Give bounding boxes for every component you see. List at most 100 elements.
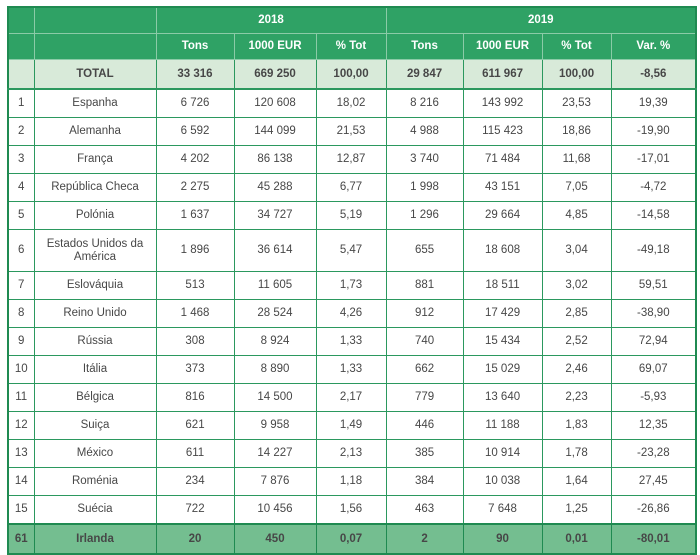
value-cell-pct-2018: 1,56 [315, 495, 387, 525]
table-row: 1 Espanha 6 726 120 608 18,02 8 216 143 992 23,… [7, 88, 697, 118]
value-cell-tons-2019: 3 740 [385, 145, 464, 174]
country-cell: Roménia [33, 467, 157, 496]
value-cell-pct-2018: 1,73 [315, 271, 387, 300]
value-cell-tons-2019: 662 [385, 355, 464, 384]
value-cell-pct-2019: 1,64 [541, 467, 612, 496]
value-cell-pct-2018: 2,13 [315, 439, 387, 468]
year-header-2018: 2018 [155, 6, 387, 34]
value-cell-eur-2018: 14 227 [233, 439, 317, 468]
value-cell-tons-2018: 6 726 [155, 88, 235, 118]
empty-header-cell [7, 6, 35, 34]
table-row: 15 Suécia 722 10 456 1,56 463 7 648 1,25 -26,86 [7, 495, 697, 525]
value-cell-pct-2018: 4,26 [315, 299, 387, 328]
value-cell-tons-2019: 1 296 [385, 201, 464, 230]
value-cell-pct-2018: 18,02 [315, 88, 387, 118]
value-cell-tons-2019: 8 216 [385, 88, 464, 118]
value-cell-var-pct: -26,86 [610, 495, 697, 525]
value-cell-tons-2018: 621 [155, 411, 235, 440]
value-cell-var-pct: 72,94 [610, 327, 697, 356]
highlight-row-irlanda: 61 Irlanda 20 450 0,07 2 90 0,01 -80,01 [7, 523, 697, 555]
country-cell: Itália [33, 355, 157, 384]
value-cell-tons-2019: 881 [385, 271, 464, 300]
country-cell: República Checa [33, 173, 157, 202]
empty-header-cell [7, 33, 35, 60]
value-cell-tons-2019: 4 988 [385, 117, 464, 146]
value-cell-pct-2019: 7,05 [541, 173, 612, 202]
value-cell-pct-2019: 1,25 [541, 495, 612, 525]
value-cell-eur-2018: 45 288 [233, 173, 317, 202]
rank-cell: 8 [7, 299, 35, 328]
value-cell-eur-2019: 611 967 [462, 59, 543, 90]
table-header: 2018 2019 Tons 1000 EUR% Tot Tons 1000 EUR% T… [7, 6, 697, 60]
value-cell-tons-2018: 2 275 [155, 173, 235, 202]
value-cell-eur-2018: 8 890 [233, 355, 317, 384]
value-cell-eur-2018: 36 614 [233, 229, 317, 272]
country-cell: Suiça [33, 411, 157, 440]
value-cell-tons-2018: 1 468 [155, 299, 235, 328]
value-cell-eur-2019: 71 484 [462, 145, 543, 174]
value-cell-tons-2018: 33 316 [155, 59, 235, 90]
total-row: TOTAL 33 316 669 250 100,00 29 847 611 967 100… [7, 59, 697, 90]
rank-cell: 13 [7, 439, 35, 468]
value-cell-eur-2019: 11 188 [462, 411, 543, 440]
country-cell: Estados Unidos da América [33, 229, 157, 272]
value-cell-eur-2018: 14 500 [233, 383, 317, 412]
rank-cell: 4 [7, 173, 35, 202]
value-cell-pct-2019: 18,86 [541, 117, 612, 146]
value-cell-var-pct: 27,45 [610, 467, 697, 496]
value-cell-eur-2019: 10 914 [462, 439, 543, 468]
rank-cell: 2 [7, 117, 35, 146]
rank-cell: 61 [7, 523, 35, 555]
column-header-tons: Tons [155, 33, 235, 60]
value-cell-tons-2018: 20 [155, 523, 235, 555]
value-cell-pct-2018: 21,53 [315, 117, 387, 146]
value-cell-pct-2019: 4,85 [541, 201, 612, 230]
value-cell-pct-2019: 2,23 [541, 383, 612, 412]
value-cell-tons-2018: 1 637 [155, 201, 235, 230]
value-cell-eur-2019: 43 151 [462, 173, 543, 202]
value-cell-tons-2019: 912 [385, 299, 464, 328]
rank-cell: 5 [7, 201, 35, 230]
value-cell-pct-2019: 3,02 [541, 271, 612, 300]
column-header-1000-eur: 1000 EUR [462, 33, 543, 60]
table-body: TOTAL 33 316 669 250 100,00 29 847 611 967 100… [7, 59, 697, 555]
value-cell-pct-2019: 2,52 [541, 327, 612, 356]
value-cell-eur-2018: 86 138 [233, 145, 317, 174]
value-cell-eur-2019: 18 608 [462, 229, 543, 272]
country-cell: Reino Unido [33, 299, 157, 328]
country-cell: Espanha [33, 88, 157, 118]
table-row: 6 Estados Unidos da América 1 896 36 614 5,4… [7, 229, 697, 272]
value-cell-pct-2018: 1,33 [315, 327, 387, 356]
empty-header-cell [33, 33, 157, 60]
value-cell-eur-2018: 144 099 [233, 117, 317, 146]
value-cell-eur-2019: 143 992 [462, 88, 543, 118]
table-row: 11 Bélgica 816 14 500 2,17 779 13 640 2,23 -5,93 [7, 383, 697, 412]
rank-cell: 9 [7, 327, 35, 356]
value-cell-var-pct: 12,35 [610, 411, 697, 440]
value-cell-tons-2018: 4 202 [155, 145, 235, 174]
year-header-2019: 2019 [385, 6, 697, 34]
column-header-row: Tons 1000 EUR% Tot Tons 1000 EUR% Tot Var. % [7, 33, 697, 60]
value-cell-tons-2019: 655 [385, 229, 464, 272]
value-cell-pct-2019: 2,46 [541, 355, 612, 384]
value-cell-eur-2019: 13 640 [462, 383, 543, 412]
value-cell-tons-2018: 234 [155, 467, 235, 496]
value-cell-tons-2019: 446 [385, 411, 464, 440]
value-cell-var-pct: 59,51 [610, 271, 697, 300]
table-row: 7 Eslováquia 513 11 605 1,73 881 18 511 3,02 59,… [7, 271, 697, 300]
column-header-1000-eur: 1000 EUR [233, 33, 317, 60]
value-cell-var-pct: 69,07 [610, 355, 697, 384]
column-header--tot: % Tot [315, 33, 387, 60]
country-cell: Rússia [33, 327, 157, 356]
value-cell-eur-2019: 90 [462, 523, 543, 555]
value-cell-pct-2018: 1,33 [315, 355, 387, 384]
table-row: 3 França 4 202 86 138 12,87 3 740 71 484 11,68-… [7, 145, 697, 174]
value-cell-tons-2019: 385 [385, 439, 464, 468]
table-row: 5 Polónia 1 637 34 727 5,19 1 296 29 664 4,85 -1… [7, 201, 697, 230]
value-cell-var-pct: 19,39 [610, 88, 697, 118]
rank-cell: 3 [7, 145, 35, 174]
table-row: 12 Suiça 621 9 958 1,49 446 11 188 1,83 12,35 [7, 411, 697, 440]
value-cell-tons-2019: 29 847 [385, 59, 464, 90]
rank-cell: 12 [7, 411, 35, 440]
